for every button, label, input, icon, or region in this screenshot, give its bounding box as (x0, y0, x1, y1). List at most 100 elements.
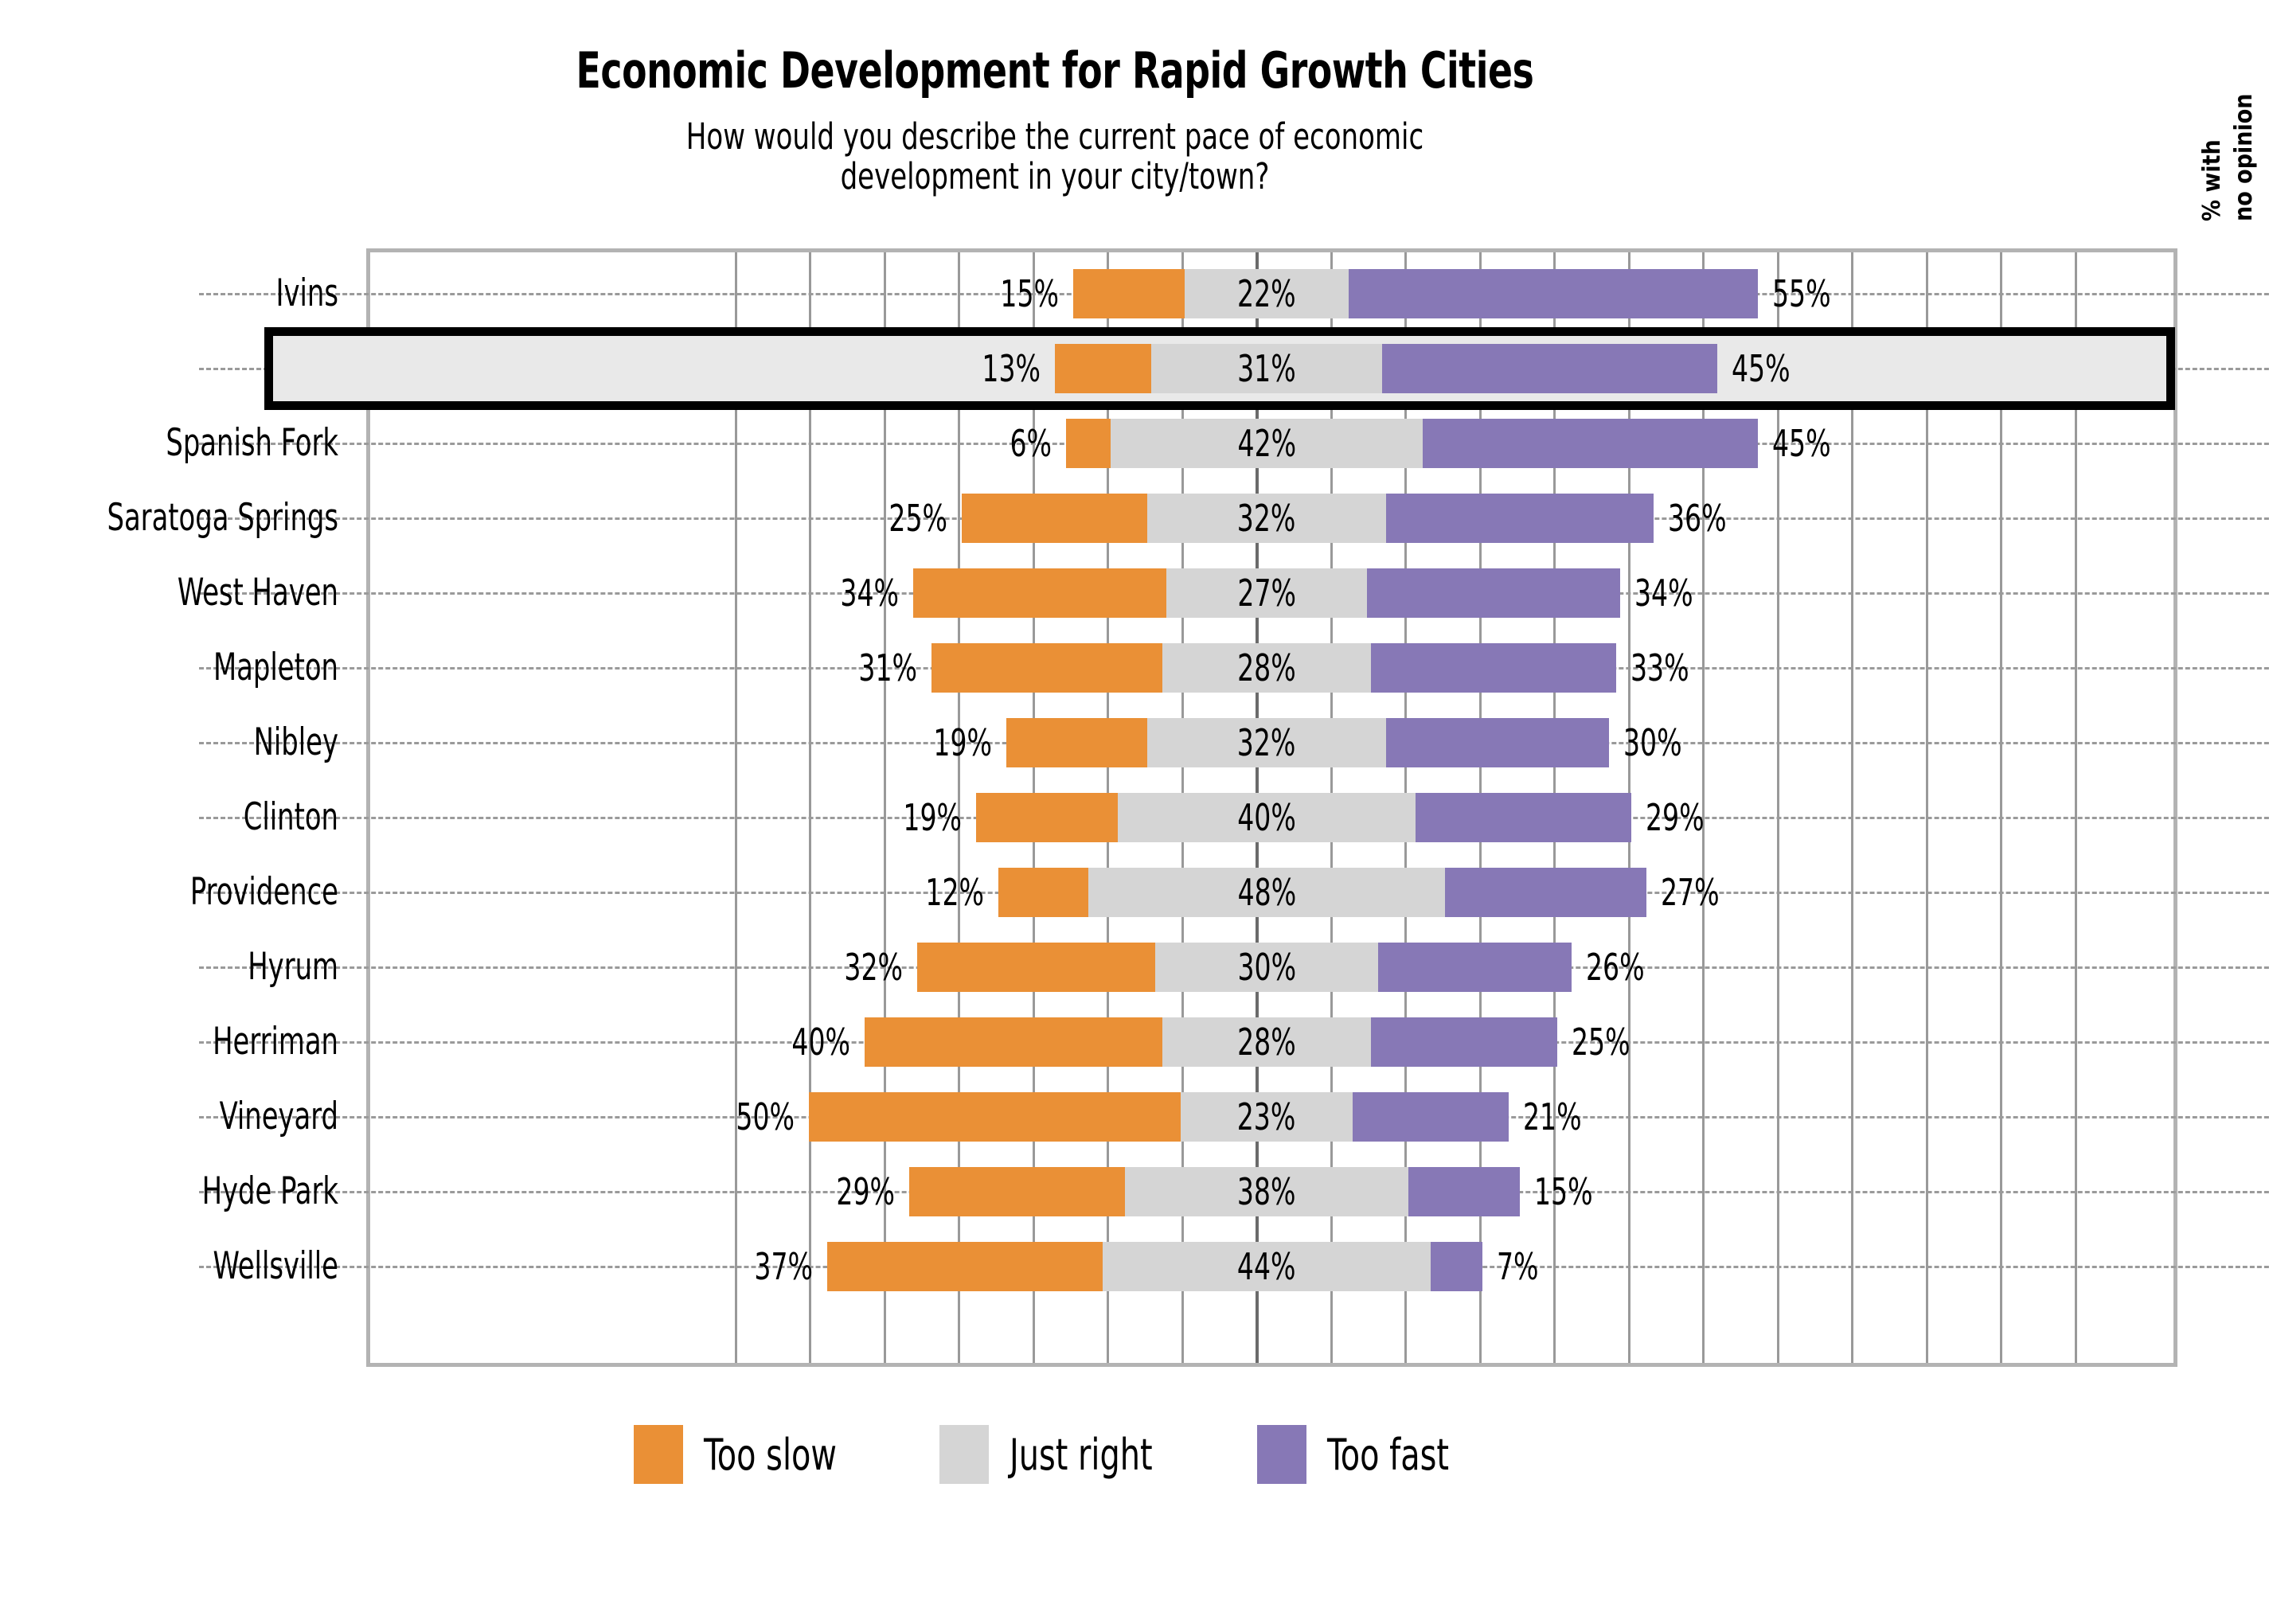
value-label-too-slow: 29% (836, 1170, 896, 1213)
chart-subtitle-line2: development in your city/town? (840, 155, 1270, 198)
chart-row: Lehi13%31%45%10% (199, 327, 2269, 410)
stacked-bar (366, 1242, 2177, 1291)
chart-row: Clinton 19% 40% 29% 12% (199, 780, 2269, 855)
bar-segment-just-right (1110, 419, 1423, 468)
bar-segment-too-fast (1416, 793, 1632, 842)
bar-segment-just-right (1166, 568, 1368, 618)
value-label-too-fast: 55% (1772, 272, 1831, 315)
gridline (958, 252, 961, 1363)
category-label-herriman[interactable]: Herriman (213, 1020, 338, 1064)
bar-segment-too-slow (865, 1017, 1163, 1067)
gridline (1925, 252, 1928, 1363)
value-label-just-right: 48% (1237, 871, 1296, 914)
value-label-no-opinion: 8% (2221, 256, 2269, 331)
chart-row: Ivins 15% 22% 55% 8% (199, 256, 2269, 331)
bar-segment-too-slow (931, 643, 1163, 693)
category-label-hyrum[interactable]: Hyrum (248, 945, 338, 989)
legend-item-too-fast[interactable]: Too fast (1257, 1425, 1476, 1484)
gridline (809, 252, 812, 1363)
value-label-just-right: 32% (1237, 497, 1296, 540)
bar-segment-too-fast (1370, 1017, 1557, 1067)
chart-row: Vineyard 50% 23% 21% 6% (199, 1079, 2269, 1154)
legend-label-too-slow: Too slow (704, 1429, 838, 1480)
value-label-too-fast: 45% (1772, 422, 1831, 465)
legend-swatch-too-fast (1257, 1425, 1307, 1484)
value-label-too-slow: 15% (1000, 272, 1059, 315)
value-label-just-right: 44% (1237, 1245, 1296, 1288)
chart-row: Saratoga Springs 25% 32% 36% 7% (107, 481, 2269, 556)
no-opinion-column-header: % with no opinion (2185, 70, 2269, 222)
category-label-vineyard[interactable]: Vineyard (219, 1095, 338, 1138)
bar-segment-just-right (1154, 943, 1379, 992)
value-label-no-opinion: 12% (2221, 930, 2269, 1005)
category-label-nibley[interactable]: Nibley (253, 720, 338, 764)
stacked-bar (366, 1167, 2177, 1216)
stacked-bar (366, 568, 2177, 618)
bar-segment-just-right (1151, 344, 1382, 393)
category-label-west-haven[interactable]: West Haven (177, 571, 338, 615)
value-label-too-slow: 40% (791, 1021, 851, 1064)
bar-segment-just-right (1147, 494, 1386, 543)
bar-segment-too-fast (1367, 568, 1621, 618)
bar-segment-too-slow (1006, 718, 1148, 767)
value-label-just-right: 28% (1237, 646, 1296, 689)
value-label-just-right: 42% (1237, 422, 1296, 465)
value-label-too-fast: 33% (1630, 646, 1690, 689)
chart-row: Spanish Fork 6% 42% 45% 8% (166, 406, 2269, 481)
value-label-too-fast: 7% (1497, 1245, 1539, 1288)
gridline (883, 252, 886, 1363)
bar-segment-too-fast (1352, 1092, 1509, 1142)
value-label-too-slow: 50% (736, 1095, 795, 1138)
stacked-bar (366, 269, 2177, 318)
bar-segment-too-fast (1378, 943, 1572, 992)
value-label-too-slow: 34% (840, 572, 899, 615)
legend-item-just-right[interactable]: Just right (939, 1425, 1184, 1484)
bar-segment-too-slow (1072, 269, 1185, 318)
page-title: Economic Development for Rapid Growth Ci… (576, 41, 1534, 100)
category-label-mapleton[interactable]: Mapleton (213, 646, 338, 689)
rows-layer: Ivins15%22%55%8%Lehi13%31%45%10%Spanish … (107, 248, 2269, 1367)
bar-segment-too-slow (1065, 419, 1111, 468)
value-label-just-right: 22% (1237, 272, 1296, 315)
value-label-just-right: 40% (1237, 796, 1296, 839)
gridline (2000, 252, 2003, 1363)
category-label-spanish-fork[interactable]: Spanish Fork (166, 421, 338, 465)
stacked-bar (366, 868, 2177, 917)
stacked-bar (366, 1092, 2177, 1142)
bar-segment-too-fast (1430, 1242, 1483, 1291)
value-label-no-opinion: 6% (2221, 1079, 2269, 1154)
legend-item-too-slow[interactable]: Too slow (634, 1425, 866, 1484)
bar-segment-too-slow (1054, 344, 1152, 393)
value-label-too-slow: 37% (754, 1245, 814, 1288)
bar-segment-too-slow (961, 494, 1148, 543)
chart-row: Wellsville 37% 44% 7% 12% (199, 1229, 2269, 1304)
chart-legend: Too slow Just right Too fast (0, 1425, 2110, 1484)
stacked-bar (366, 643, 2177, 693)
gridline (2074, 252, 2077, 1363)
value-label-too-slow: 31% (858, 646, 918, 689)
legend-label-too-fast: Too fast (1327, 1429, 1450, 1480)
value-label-no-opinion: 19% (2221, 705, 2269, 780)
bar-segment-too-fast (1385, 494, 1654, 543)
category-label-ivins[interactable]: Ivins (275, 271, 338, 315)
bar-segment-just-right (1162, 1017, 1371, 1067)
value-label-just-right: 30% (1237, 946, 1296, 989)
stacked-bar (366, 419, 2177, 468)
category-label-wellsville[interactable]: Wellsville (213, 1244, 338, 1288)
stacked-bar (366, 718, 2177, 767)
value-label-too-fast: 45% (1731, 347, 1791, 390)
bar-segment-just-right (1162, 643, 1371, 693)
value-label-too-fast: 36% (1668, 497, 1727, 540)
value-label-too-fast: 30% (1623, 721, 1682, 764)
value-label-no-opinion: 10% (2221, 331, 2269, 406)
bar-segment-just-right (1118, 793, 1416, 842)
category-label-hyde-park[interactable]: Hyde Park (201, 1169, 338, 1213)
gridline (1851, 252, 1854, 1363)
category-label-providence[interactable]: Providence (189, 870, 338, 914)
chart-row: Mapleton 31% 28% 33% 8% (199, 630, 2269, 705)
value-label-no-opinion: 8% (2221, 406, 2269, 481)
category-label-saratoga-springs[interactable]: Saratoga Springs (107, 496, 338, 540)
value-label-too-fast: 26% (1586, 946, 1645, 989)
stacked-bar (366, 943, 2177, 992)
category-label-clinton[interactable]: Clinton (243, 795, 338, 839)
